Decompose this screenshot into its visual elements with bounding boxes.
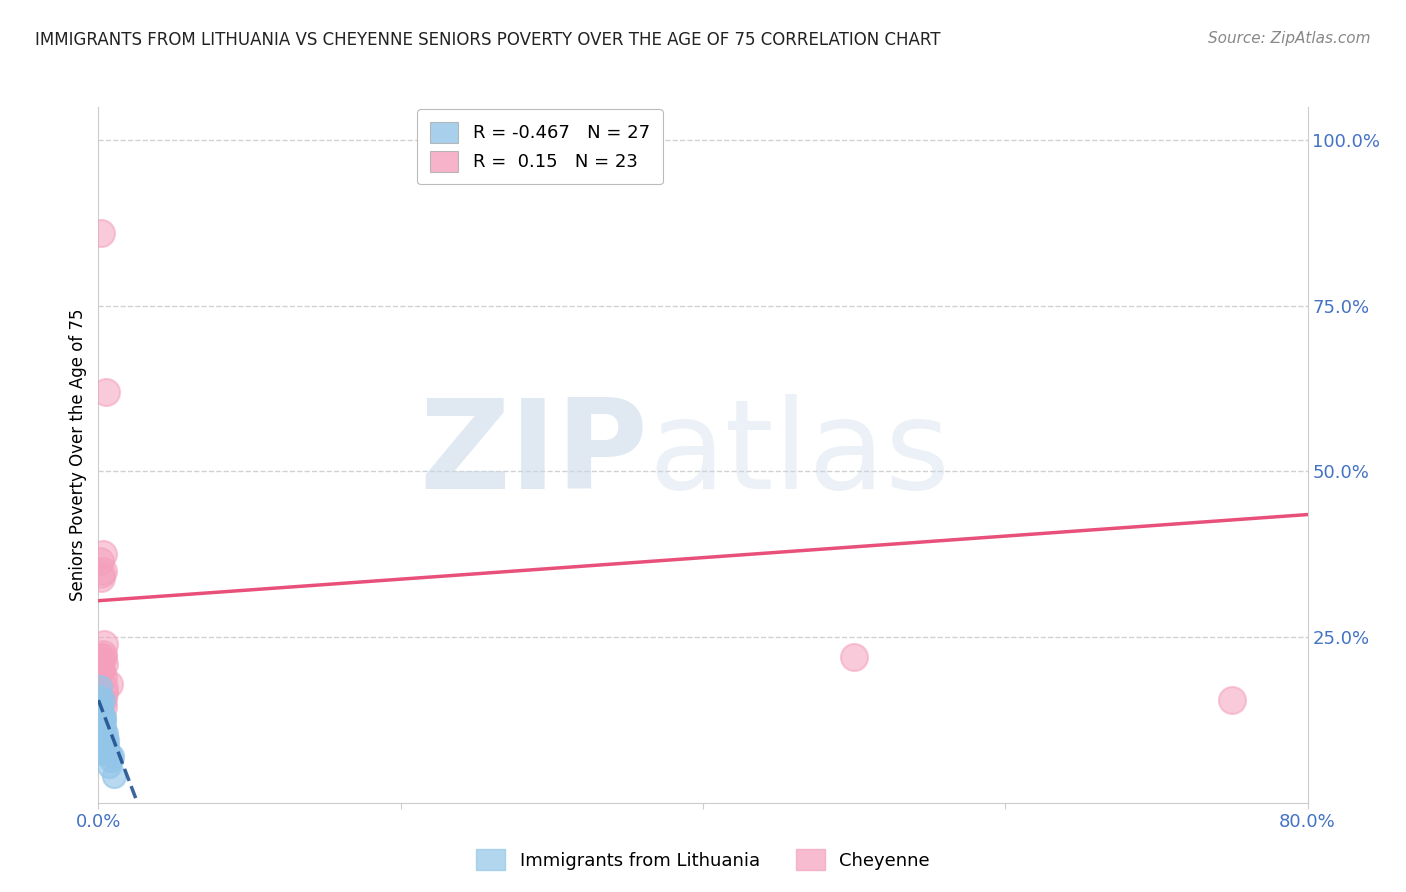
Point <box>1220 693 1243 707</box>
Point <box>90 226 112 240</box>
Point <box>96 732 118 747</box>
Point <box>93 657 115 671</box>
Point <box>91 693 114 707</box>
Point <box>90 699 112 714</box>
Point <box>91 650 114 665</box>
Point <box>91 647 114 661</box>
Point <box>844 650 866 665</box>
Point <box>91 670 114 684</box>
Point <box>90 663 112 677</box>
Point <box>103 769 125 783</box>
Point <box>91 746 114 760</box>
Point <box>91 699 114 714</box>
Point <box>98 676 121 690</box>
Point <box>90 703 112 717</box>
Point <box>94 726 117 740</box>
Point <box>89 680 111 694</box>
Point <box>93 713 115 727</box>
Point <box>89 650 111 665</box>
Point <box>100 753 122 767</box>
Point <box>93 637 115 651</box>
Point <box>93 709 115 723</box>
Point <box>90 709 112 723</box>
Legend: Immigrants from Lithuania, Cheyenne: Immigrants from Lithuania, Cheyenne <box>470 842 936 877</box>
Point <box>91 693 114 707</box>
Point <box>90 570 112 584</box>
Text: Source: ZipAtlas.com: Source: ZipAtlas.com <box>1208 31 1371 46</box>
Point <box>101 749 124 764</box>
Point <box>89 732 111 747</box>
Text: atlas: atlas <box>648 394 950 516</box>
Y-axis label: Seniors Poverty Over the Age of 75: Seniors Poverty Over the Age of 75 <box>69 309 87 601</box>
Point <box>91 730 114 744</box>
Point <box>89 554 111 568</box>
Point <box>93 680 115 694</box>
Point <box>96 739 118 754</box>
Point <box>93 720 115 734</box>
Point <box>91 723 114 737</box>
Text: IMMIGRANTS FROM LITHUANIA VS CHEYENNE SENIORS POVERTY OVER THE AGE OF 75 CORRELA: IMMIGRANTS FROM LITHUANIA VS CHEYENNE SE… <box>35 31 941 49</box>
Point <box>91 730 114 744</box>
Point <box>91 547 114 561</box>
Point <box>98 759 121 773</box>
Point <box>90 653 112 667</box>
Point <box>93 686 115 700</box>
Point <box>93 739 115 754</box>
Text: ZIP: ZIP <box>420 394 648 516</box>
Point <box>91 564 114 578</box>
Point <box>90 663 112 677</box>
Point <box>91 716 114 731</box>
Point <box>94 384 117 399</box>
Point <box>90 567 112 582</box>
Point <box>90 706 112 721</box>
Point <box>94 736 117 750</box>
Point <box>90 720 112 734</box>
Point <box>98 746 121 760</box>
Point <box>89 690 111 704</box>
